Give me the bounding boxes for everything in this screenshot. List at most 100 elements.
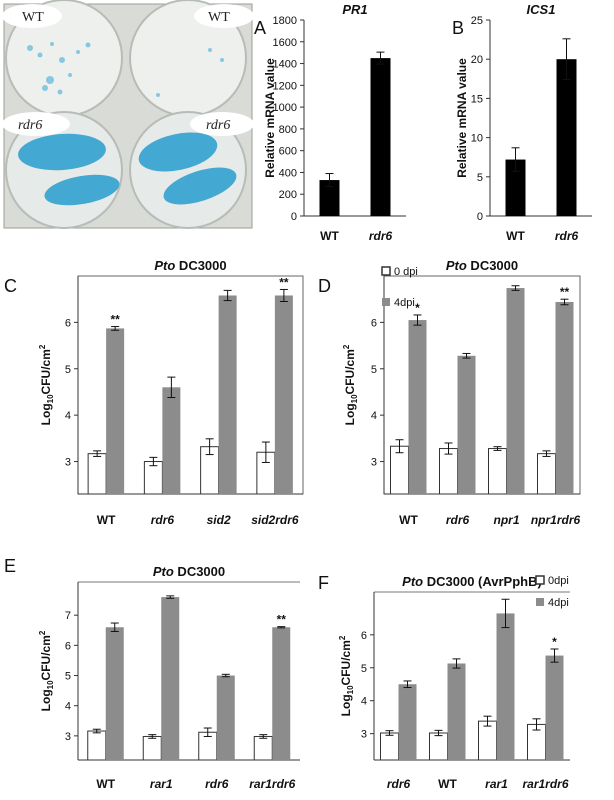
category-label: rar1rdr6 bbox=[249, 777, 295, 791]
bar bbox=[142, 735, 162, 761]
category-label: npr1rdr6 bbox=[531, 513, 581, 527]
bar bbox=[556, 59, 577, 217]
bar bbox=[429, 732, 448, 761]
bar bbox=[253, 735, 273, 761]
legend-swatch bbox=[535, 575, 545, 585]
chart-d: D Pto DC3000 3 4 5 6 Log10CFU/cm2 * WT rdr6 npr1 **… bbox=[318, 258, 581, 527]
y-tick-label: 400 bbox=[279, 167, 297, 179]
y-tick-label: 0 bbox=[477, 211, 483, 223]
y-tick-label: 4 bbox=[65, 701, 71, 713]
y-tick-label: 5 bbox=[477, 172, 483, 184]
bar bbox=[398, 684, 417, 760]
y-tick-label: 6 bbox=[371, 317, 377, 329]
y-tick-label: 6 bbox=[65, 317, 71, 329]
y-axis-label: Relative mRNA value bbox=[455, 58, 469, 178]
category-label: rar1 bbox=[150, 777, 173, 791]
bar bbox=[457, 355, 476, 494]
category-label: rdr6 bbox=[369, 229, 393, 243]
legend-label: 0dpi bbox=[548, 575, 569, 587]
panel-letter: D bbox=[318, 276, 331, 296]
category-label: npr1 bbox=[493, 513, 519, 527]
y-tick-label: 1200 bbox=[273, 80, 297, 92]
category-label: rdr6 bbox=[151, 513, 175, 527]
well-label-rdr6-right: rdr6 bbox=[206, 118, 230, 133]
y-tick-label: 800 bbox=[279, 124, 297, 136]
bar bbox=[496, 613, 515, 760]
bar bbox=[106, 328, 125, 494]
chart-title: Pto DC3000 (AvrPphB) bbox=[402, 574, 542, 589]
legend-swatch bbox=[381, 266, 391, 276]
y-tick-label: 4 bbox=[371, 410, 377, 422]
y-tick-label: 3 bbox=[65, 731, 71, 743]
well-label-wt-right: WT bbox=[208, 10, 230, 25]
y-tick-label: 4 bbox=[65, 410, 71, 422]
y-axis-label: Log10CFU/cm2 bbox=[338, 635, 355, 716]
legend-label: 0 dpi bbox=[394, 266, 418, 278]
category-label: WT bbox=[320, 229, 339, 243]
bar bbox=[272, 627, 291, 760]
category-label: rar1 bbox=[485, 777, 508, 791]
category-label: rdr6 bbox=[205, 777, 229, 791]
bar bbox=[87, 453, 107, 495]
chart-a: A PR1 0 200 400 600 800 1000 1200 1400 1600 1800 Rel… bbox=[254, 2, 406, 243]
category-label: WT bbox=[438, 777, 457, 791]
y-tick-label: 7 bbox=[65, 610, 71, 622]
category-label: WT bbox=[506, 229, 525, 243]
y-tick-label: 1000 bbox=[273, 102, 297, 114]
y-tick-label: 0 bbox=[291, 211, 297, 223]
y-tick-label: 1400 bbox=[273, 59, 297, 71]
chart-title: Pto DC3000 bbox=[154, 258, 226, 273]
y-axis-label: Log10CFU/cm2 bbox=[342, 344, 359, 425]
bar bbox=[218, 295, 237, 494]
bar bbox=[161, 597, 180, 760]
panel-letter: C bbox=[4, 276, 17, 296]
significance-mark: * bbox=[552, 635, 557, 649]
panel-letter: F bbox=[318, 573, 329, 593]
bar bbox=[555, 301, 574, 494]
category-label: rdr6 bbox=[446, 513, 470, 527]
bar bbox=[370, 58, 391, 216]
y-tick-label: 600 bbox=[279, 146, 297, 158]
bar bbox=[143, 461, 163, 495]
bar bbox=[216, 675, 235, 760]
bar bbox=[545, 655, 564, 760]
y-tick-label: 20 bbox=[471, 54, 483, 66]
chart-title: Pto DC3000 bbox=[153, 564, 225, 579]
y-tick-label: 200 bbox=[279, 189, 297, 201]
well-label-wt-left: WT bbox=[22, 10, 44, 25]
significance-mark: ** bbox=[110, 313, 120, 327]
bar bbox=[380, 732, 399, 761]
category-label: WT bbox=[399, 513, 418, 527]
bar bbox=[506, 288, 525, 494]
legend-label: 4dpi bbox=[548, 597, 569, 609]
category-label: sid2rdr6 bbox=[251, 513, 299, 527]
y-tick-label: 3 bbox=[65, 457, 71, 469]
category-label: rdr6 bbox=[387, 777, 411, 791]
bar bbox=[319, 180, 340, 216]
chart-c: C Pto DC3000 3 4 5 6 Log10CFU/cm2 ** WT rdr6 sid2 *… bbox=[4, 258, 304, 527]
y-tick-label: 5 bbox=[361, 663, 367, 675]
significance-mark: * bbox=[415, 301, 420, 315]
bar bbox=[537, 453, 556, 495]
legend-swatch bbox=[382, 298, 390, 306]
bar bbox=[505, 159, 526, 216]
stained-leaves-rdr6 bbox=[18, 132, 237, 206]
y-axis-label: Log10CFU/cm2 bbox=[38, 344, 55, 425]
y-tick-label: 6 bbox=[65, 640, 71, 652]
legend-swatch bbox=[536, 598, 544, 606]
y-tick-label: 5 bbox=[65, 364, 71, 376]
well-label-rdr6-left: rdr6 bbox=[18, 118, 42, 133]
bar bbox=[87, 730, 107, 761]
category-label: rar1rdr6 bbox=[522, 777, 568, 791]
y-tick-label: 5 bbox=[65, 671, 71, 683]
y-tick-label: 25 bbox=[471, 15, 483, 27]
bar bbox=[408, 320, 427, 494]
charts-layer: APR1020040060080010001200140016001800Rel… bbox=[4, 2, 592, 791]
y-tick-label: 6 bbox=[361, 630, 367, 642]
well-label-badges bbox=[2, 4, 254, 136]
significance-mark: ** bbox=[560, 285, 570, 299]
y-tick-label: 10 bbox=[471, 133, 483, 145]
bar bbox=[105, 627, 124, 760]
